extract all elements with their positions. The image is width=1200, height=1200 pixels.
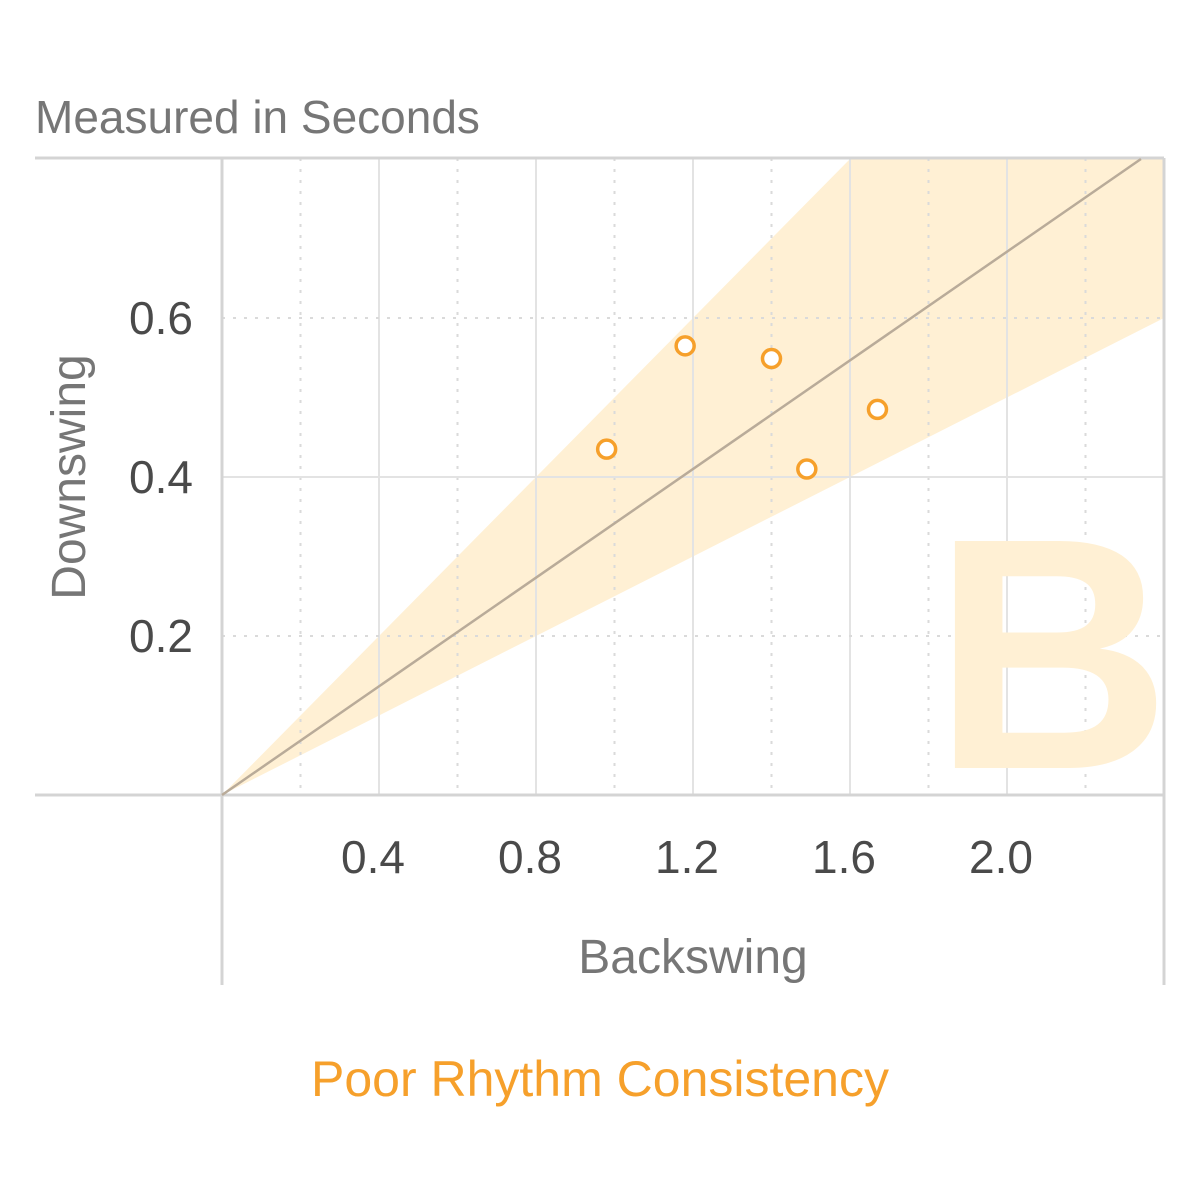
data-point — [674, 335, 696, 357]
x-tick-label: 1.2 — [655, 831, 719, 883]
y-tick-label: 0.6 — [129, 292, 193, 344]
data-point — [796, 458, 818, 480]
y-tick-label: 0.2 — [129, 610, 193, 662]
y-tick-label: 0.4 — [129, 451, 193, 503]
x-tick-labels: 0.4 0.8 1.2 1.6 2.0 — [341, 831, 1033, 883]
x-tick-label: 0.4 — [341, 831, 405, 883]
grid — [222, 158, 1164, 795]
x-tick-label: 0.8 — [498, 831, 562, 883]
data-point — [760, 347, 783, 370]
y-axis-title: Downswing — [43, 354, 96, 599]
reference-ratio-line — [221, 157, 1142, 797]
data-point — [866, 398, 889, 421]
x-tick-label: 1.6 — [812, 831, 876, 883]
x-axis-title: Backswing — [578, 931, 807, 984]
units-label: Measured in Seconds — [35, 91, 480, 143]
x-tick-label: 2.0 — [969, 831, 1033, 883]
y-tick-labels: 0.2 0.4 0.6 — [129, 292, 193, 662]
grade-letter: B — [933, 469, 1171, 838]
rhythm-status-text: Poor Rhythm Consistency — [310, 1051, 889, 1107]
data-points — [595, 335, 889, 480]
data-point — [595, 438, 618, 460]
